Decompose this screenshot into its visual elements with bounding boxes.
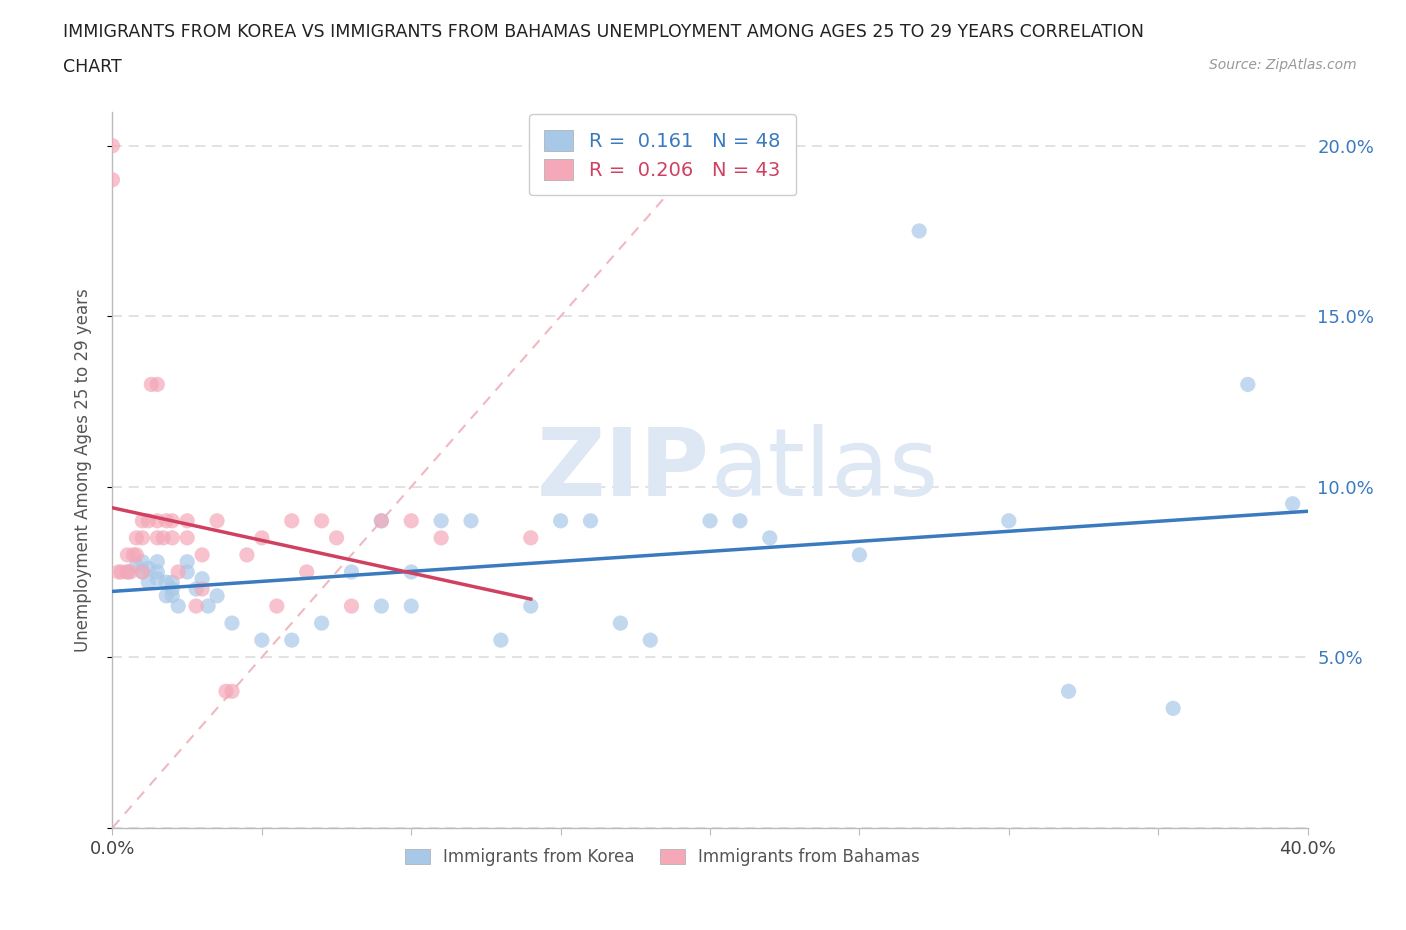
- Point: [176, 554, 198, 569]
- Point: [146, 530, 169, 545]
- Point: [401, 513, 423, 528]
- Point: [117, 565, 139, 579]
- Point: [215, 684, 238, 698]
- Point: [191, 548, 214, 563]
- Point: [146, 571, 169, 586]
- Point: [176, 513, 198, 528]
- Point: [155, 513, 177, 528]
- Point: [489, 632, 512, 647]
- Legend: Immigrants from Korea, Immigrants from Bahamas: Immigrants from Korea, Immigrants from B…: [398, 842, 927, 873]
- Point: [141, 377, 163, 392]
- Point: [152, 530, 174, 545]
- Point: [460, 513, 482, 528]
- Point: [191, 571, 214, 586]
- Point: [125, 558, 148, 573]
- Point: [221, 684, 243, 698]
- Point: [162, 589, 183, 604]
- Point: [401, 565, 423, 579]
- Point: [146, 513, 169, 528]
- Point: [281, 513, 304, 528]
- Point: [728, 513, 751, 528]
- Point: [848, 548, 870, 563]
- Point: [125, 548, 148, 563]
- Point: [155, 589, 177, 604]
- Text: Source: ZipAtlas.com: Source: ZipAtlas.com: [1209, 58, 1357, 72]
- Point: [176, 530, 198, 545]
- Point: [146, 554, 169, 569]
- Point: [186, 599, 208, 614]
- Point: [325, 530, 347, 545]
- Point: [250, 530, 273, 545]
- Point: [205, 513, 228, 528]
- Point: [191, 581, 214, 596]
- Point: [110, 565, 132, 579]
- Point: [167, 599, 190, 614]
- Point: [998, 513, 1021, 528]
- Point: [146, 377, 169, 392]
- Point: [197, 599, 219, 614]
- Point: [138, 561, 160, 576]
- Point: [186, 581, 208, 596]
- Point: [550, 513, 572, 528]
- Point: [162, 581, 183, 596]
- Point: [1057, 684, 1080, 698]
- Point: [579, 513, 602, 528]
- Point: [162, 513, 183, 528]
- Point: [221, 616, 243, 631]
- Point: [1281, 497, 1303, 512]
- Point: [205, 589, 228, 604]
- Point: [101, 172, 124, 187]
- Point: [131, 565, 153, 579]
- Point: [236, 548, 259, 563]
- Point: [167, 565, 190, 579]
- Point: [176, 565, 198, 579]
- Y-axis label: Unemployment Among Ages 25 to 29 years: Unemployment Among Ages 25 to 29 years: [73, 287, 91, 652]
- Point: [1161, 701, 1184, 716]
- Text: atlas: atlas: [710, 424, 938, 515]
- Point: [908, 223, 931, 238]
- Point: [340, 565, 363, 579]
- Text: CHART: CHART: [63, 58, 122, 75]
- Point: [520, 599, 543, 614]
- Point: [162, 530, 183, 545]
- Point: [131, 530, 153, 545]
- Point: [250, 632, 273, 647]
- Point: [295, 565, 318, 579]
- Point: [138, 575, 160, 590]
- Point: [311, 616, 333, 631]
- Point: [370, 513, 392, 528]
- Point: [155, 575, 177, 590]
- Point: [117, 548, 139, 563]
- Point: [699, 513, 721, 528]
- Point: [640, 632, 662, 647]
- Point: [520, 530, 543, 545]
- Point: [122, 548, 145, 563]
- Text: ZIP: ZIP: [537, 424, 710, 515]
- Point: [759, 530, 782, 545]
- Point: [131, 565, 153, 579]
- Point: [117, 565, 139, 579]
- Point: [125, 530, 148, 545]
- Point: [281, 632, 304, 647]
- Point: [430, 530, 453, 545]
- Point: [101, 139, 124, 153]
- Point: [162, 575, 183, 590]
- Point: [370, 599, 392, 614]
- Point: [340, 599, 363, 614]
- Point: [370, 513, 392, 528]
- Point: [146, 565, 169, 579]
- Text: IMMIGRANTS FROM KOREA VS IMMIGRANTS FROM BAHAMAS UNEMPLOYMENT AMONG AGES 25 TO 2: IMMIGRANTS FROM KOREA VS IMMIGRANTS FROM…: [63, 23, 1144, 41]
- Point: [401, 599, 423, 614]
- Point: [266, 599, 288, 614]
- Point: [107, 565, 129, 579]
- Point: [120, 565, 142, 579]
- Point: [609, 616, 631, 631]
- Point: [131, 513, 153, 528]
- Point: [311, 513, 333, 528]
- Point: [430, 513, 453, 528]
- Point: [131, 554, 153, 569]
- Point: [138, 513, 160, 528]
- Point: [1237, 377, 1260, 392]
